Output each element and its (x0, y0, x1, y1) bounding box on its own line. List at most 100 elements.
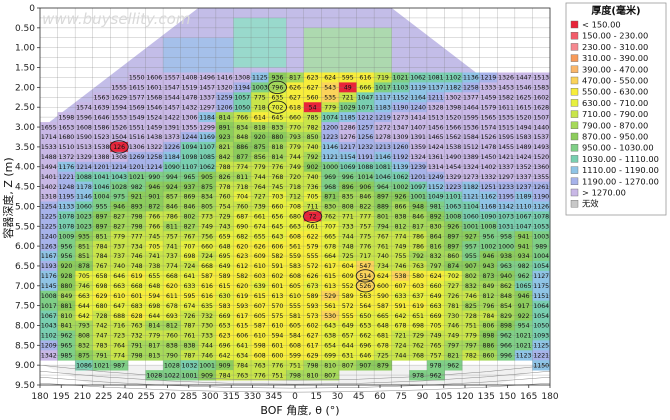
heatmap-cell (286, 370, 305, 381)
heatmap-cell (198, 360, 217, 371)
heatmap-cell (110, 211, 129, 222)
heatmap-cell (374, 102, 393, 113)
cell-value-label: 786 (166, 214, 178, 221)
heatmap-cell (303, 112, 322, 123)
heatmap-cell (110, 310, 129, 321)
heatmap-cell (338, 72, 357, 83)
heatmap-cell (198, 231, 217, 242)
cell-value-label: 1014 (357, 174, 373, 181)
heatmap-cell (391, 141, 410, 153)
heatmap-cell (321, 181, 340, 192)
cell-value-label: 1136 (463, 75, 479, 82)
cell-value-label: 989 (535, 243, 547, 250)
heatmap-cell (426, 290, 445, 302)
heatmap-cell (444, 112, 463, 123)
heatmap-cell (92, 161, 111, 173)
heatmap-cell (110, 300, 129, 311)
cell-value-label: 711 (307, 204, 319, 211)
heatmap-cell (391, 82, 410, 93)
cell-value-label: 729 (219, 214, 231, 221)
cell-value-label: 601 (272, 283, 284, 290)
heatmap-cell (215, 132, 234, 143)
heatmap-cell (497, 132, 516, 143)
cell-value-label: 599 (289, 352, 301, 359)
heatmap-cell (409, 260, 428, 272)
heatmap-cell (145, 201, 164, 212)
cell-value-label: 784 (96, 243, 108, 250)
legend-swatch (570, 110, 579, 118)
cell-value-label: 669 (219, 313, 231, 320)
heatmap-cell (57, 280, 76, 292)
heatmap-cell (426, 72, 445, 83)
heatmap-cell (514, 280, 533, 292)
cell-value-label: 595 (342, 75, 354, 82)
legend-item-label: 470.00 - 550.00 (582, 76, 648, 86)
cell-value-label: 827 (184, 223, 196, 230)
heatmap-cell (233, 171, 252, 183)
heatmap-cell (514, 151, 533, 163)
cell-value-label: 1453 (498, 85, 514, 92)
x-tick-label: 345 (265, 392, 282, 402)
heatmap-cell (127, 231, 146, 242)
heatmap-cell (92, 320, 111, 331)
cell-value-label: 1322 (146, 144, 162, 151)
cell-value-label: 637 (412, 293, 424, 300)
heatmap-cell (286, 151, 305, 163)
heatmap-cell (409, 201, 428, 212)
cell-value-label: 1050 (234, 104, 250, 111)
heatmap-cell (426, 360, 445, 371)
cell-value-label: 981 (430, 204, 442, 211)
cell-value-label: 696 (219, 343, 231, 350)
cell-value-label: 613 (324, 283, 336, 290)
heatmap-cell (92, 260, 111, 272)
cell-value-label: 814 (148, 323, 160, 330)
cell-value-label: 583 (219, 303, 231, 310)
cell-value-label: 1465 (428, 134, 444, 141)
cell-value-label: 663 (113, 283, 125, 290)
cell-value-label: 1001 (410, 194, 426, 201)
cell-value-label: 1168 (481, 204, 497, 211)
cell-value-label: 965 (60, 343, 72, 350)
heatmap-cell (233, 290, 252, 302)
heatmap-cell (514, 270, 533, 282)
heatmap-cell (532, 211, 551, 222)
heatmap-cell (462, 132, 481, 143)
heatmap-cell (426, 370, 445, 381)
cell-value-label: 1408 (182, 75, 198, 82)
heatmap-cell (426, 310, 445, 321)
cell-value-label: 1023 (76, 214, 92, 221)
cell-value-label: 1248 (59, 184, 75, 191)
heatmap-cell (268, 201, 287, 212)
cell-value-label: 1021 (393, 75, 409, 82)
cell-value-label: 784 (236, 362, 248, 369)
cell-value-label: 1373 (164, 134, 180, 141)
cell-value-label: 777 (131, 233, 143, 240)
cell-value-label: 1455 (498, 144, 514, 151)
x-tick-label: 150 (499, 392, 516, 402)
cell-value-label: 1221 (533, 352, 549, 359)
cell-value-label: 816 (430, 243, 442, 250)
heatmap-cell (303, 251, 322, 262)
cell-value-label: 746 (447, 323, 459, 330)
y-axis-ticks: 00.501.001.502.002.503.003.504.004.505.0… (15, 4, 40, 391)
cell-value-label: 719 (377, 75, 389, 82)
cell-value-label: 1088 (76, 174, 92, 181)
cell-value-label: 935 (78, 233, 90, 240)
heatmap-cell (57, 171, 76, 183)
cell-value-label: 660 (430, 283, 442, 290)
heatmap-cell (338, 191, 357, 202)
heatmap-cell (462, 251, 481, 262)
cell-value-label: 1306 (182, 114, 198, 121)
cell-value-label: 746 (78, 283, 90, 290)
heatmap-cell (286, 122, 305, 133)
heatmap-cell (75, 171, 94, 183)
cell-value-label: 907 (359, 362, 371, 369)
cell-value-label: 1493 (533, 144, 549, 151)
heatmap-cell (514, 310, 533, 321)
cell-value-label: 756 (201, 233, 213, 240)
cell-value-label: 1195 (59, 194, 75, 201)
heatmap-cell (426, 231, 445, 242)
heatmap-cell (198, 132, 217, 143)
heatmap-cell (409, 370, 428, 381)
cell-value-label: 739 (254, 204, 266, 211)
